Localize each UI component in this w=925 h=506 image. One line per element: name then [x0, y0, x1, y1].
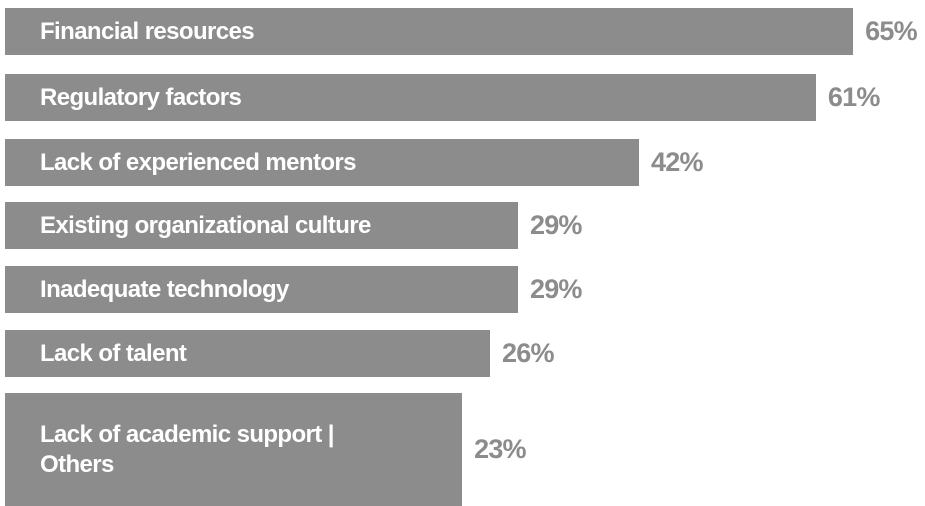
bar: Regulatory factors: [5, 74, 816, 121]
bar-label: Lack of academic support | Others: [40, 420, 334, 478]
value-label: 23%: [474, 434, 526, 464]
bar-label: Regulatory factors: [40, 83, 242, 111]
bar: Inadequate technology: [5, 266, 518, 313]
value-label: 61%: [827, 82, 880, 112]
bar-label: Existing organizational culture: [40, 211, 371, 239]
bar: Financial resources: [5, 8, 854, 55]
value-label: 65%: [865, 16, 917, 46]
bar: Existing organizational culture: [5, 202, 518, 249]
bar: Lack of academic support | Others: [5, 393, 463, 506]
bar: Lack of talent: [5, 330, 491, 377]
bar-label: Lack of talent: [40, 339, 187, 367]
bar: Lack of experienced mentors: [5, 139, 640, 186]
value-label: 26%: [502, 338, 554, 368]
bar-label: Lack of experienced mentors: [40, 148, 357, 176]
bar-label: Inadequate technology: [40, 275, 289, 303]
bar-label: Financial resources: [40, 17, 255, 45]
value-label: 29%: [529, 274, 582, 304]
value-label: 29%: [529, 210, 582, 240]
value-label: 42%: [651, 147, 703, 177]
